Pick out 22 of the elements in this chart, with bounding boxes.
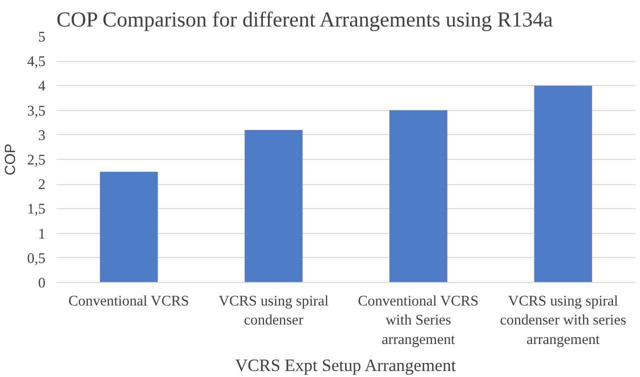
y-tick-label: 2,5 xyxy=(27,152,46,168)
y-tick-label: 0,5 xyxy=(27,250,46,267)
bar xyxy=(100,172,158,282)
bar xyxy=(244,130,303,282)
x-tick-label: Conventional VCRS xyxy=(68,294,190,310)
y-tick-label: 4,5 xyxy=(27,54,46,70)
y-tick-label: 2 xyxy=(38,177,46,194)
x-tick-label: Conventional VCRS with Series arrangement xyxy=(358,294,479,348)
x-tick-label: VCRS using spiral condenser xyxy=(218,294,329,329)
x-axis-title: VCRS Expt Setup Arrangement xyxy=(235,356,456,375)
y-tick-label: 1,5 xyxy=(27,202,46,218)
y-axis-title: COP xyxy=(3,144,20,176)
bar xyxy=(389,110,448,282)
y-tick-label: 5 xyxy=(38,30,46,46)
y-tick-label: 4 xyxy=(38,78,46,95)
y-tick-label: 0 xyxy=(38,276,46,292)
chart-title: COP Comparison for different Arrangements using R134a xyxy=(56,8,554,32)
x-tick-label: VCRS using spiral condenser with series arrangement xyxy=(500,294,627,348)
bar xyxy=(534,86,592,282)
y-tick-label: 1 xyxy=(38,226,46,242)
y-tick-label: 3,5 xyxy=(27,103,46,120)
y-tick-label: 3 xyxy=(38,128,46,144)
